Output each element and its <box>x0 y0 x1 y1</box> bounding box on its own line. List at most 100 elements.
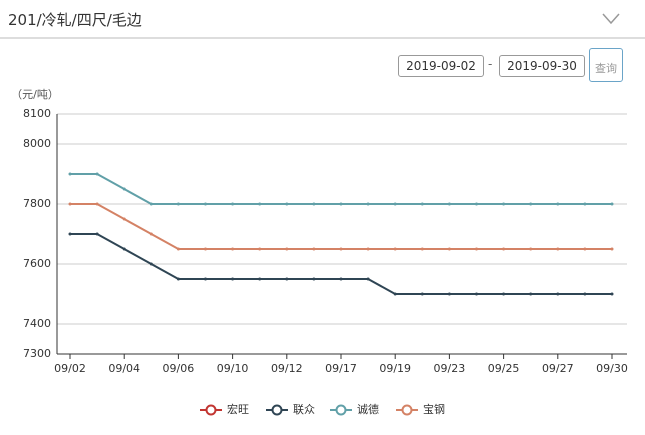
point <box>447 292 451 296</box>
point <box>339 277 343 281</box>
point <box>258 277 262 281</box>
legend-marker <box>271 404 283 416</box>
point <box>285 202 289 206</box>
point <box>610 292 614 296</box>
y-tick-label: 7300 <box>23 347 51 360</box>
legend-marker <box>205 404 217 416</box>
x-tick-label: 09/04 <box>108 362 140 375</box>
legend-label: 诚德 <box>357 402 379 416</box>
point <box>583 202 587 206</box>
point <box>149 232 153 236</box>
end-date[interactable]: 2019-09-30 <box>499 55 585 77</box>
point <box>312 247 316 251</box>
point <box>556 202 560 206</box>
point <box>420 292 424 296</box>
collapse-icon[interactable] <box>601 12 621 26</box>
point <box>610 202 614 206</box>
y-tick-label: 7400 <box>23 317 51 330</box>
point <box>420 202 424 206</box>
point <box>366 202 370 206</box>
point <box>447 247 451 251</box>
point <box>204 247 207 251</box>
point <box>556 292 560 296</box>
point <box>475 292 478 296</box>
legend-label: 宝钢 <box>423 402 445 416</box>
point <box>339 202 343 206</box>
point <box>475 202 478 206</box>
point <box>366 277 370 281</box>
point <box>285 277 289 281</box>
header-rule <box>0 37 645 39</box>
point <box>475 247 478 251</box>
point <box>502 292 506 296</box>
point <box>122 217 126 221</box>
point <box>393 202 397 206</box>
y-tick-label: 8100 <box>23 107 51 120</box>
x-tick-label: 09/06 <box>163 362 195 375</box>
legend-label: 联众 <box>293 403 315 416</box>
y-tick-label: 7600 <box>23 257 51 270</box>
point <box>393 292 397 296</box>
point <box>502 247 506 251</box>
y-axis-label: （元/吨） <box>11 88 59 101</box>
point <box>176 277 180 281</box>
point <box>312 202 316 206</box>
point <box>258 247 262 251</box>
series-line <box>70 233 612 295</box>
x-tick-label: 09/12 <box>271 362 303 375</box>
point <box>68 172 72 176</box>
x-tick-label: 09/25 <box>488 362 520 375</box>
x-tick-label: 09/10 <box>217 362 249 375</box>
point <box>339 247 343 251</box>
point <box>285 247 289 251</box>
point <box>231 247 235 251</box>
point <box>420 247 424 251</box>
point <box>556 247 560 251</box>
x-tick-label: 09/23 <box>434 362 466 375</box>
point <box>502 202 506 206</box>
point <box>583 292 587 296</box>
y-tick-label: 7800 <box>23 197 51 210</box>
point <box>68 202 72 206</box>
point <box>95 202 99 206</box>
point <box>366 247 370 251</box>
point <box>204 202 207 206</box>
point <box>149 262 153 266</box>
point <box>312 277 316 281</box>
y-tick-label: 8000 <box>23 137 51 150</box>
series-line <box>70 203 612 250</box>
x-tick-label: 09/19 <box>379 362 411 375</box>
point <box>95 232 99 236</box>
legend-label: 宏旺 <box>227 402 249 416</box>
point <box>122 187 126 191</box>
start-date[interactable]: 2019-09-02 <box>398 55 484 77</box>
x-tick-label: 09/02 <box>54 362 86 375</box>
date-separator: - <box>488 57 493 71</box>
legend-marker <box>401 404 413 416</box>
point <box>149 202 153 206</box>
point <box>583 247 587 251</box>
point <box>529 202 533 206</box>
x-tick-label: 09/30 <box>596 362 628 375</box>
point <box>529 292 533 296</box>
point <box>231 277 235 281</box>
point <box>231 202 235 206</box>
point <box>393 247 397 251</box>
title: 201/冷轧/四尺/毛边 <box>8 11 142 29</box>
point <box>95 172 99 176</box>
point <box>176 247 180 251</box>
point <box>204 277 207 281</box>
x-tick-label: 09/27 <box>542 362 574 375</box>
point <box>529 247 533 251</box>
legend-marker <box>335 404 347 416</box>
point <box>176 202 180 206</box>
x-tick-label: 09/17 <box>325 362 357 375</box>
point <box>610 247 614 251</box>
point <box>68 232 72 236</box>
query-button[interactable]: 查询 <box>589 48 623 82</box>
point <box>447 202 451 206</box>
point <box>122 247 126 251</box>
point <box>258 202 262 206</box>
series-line <box>70 173 612 205</box>
